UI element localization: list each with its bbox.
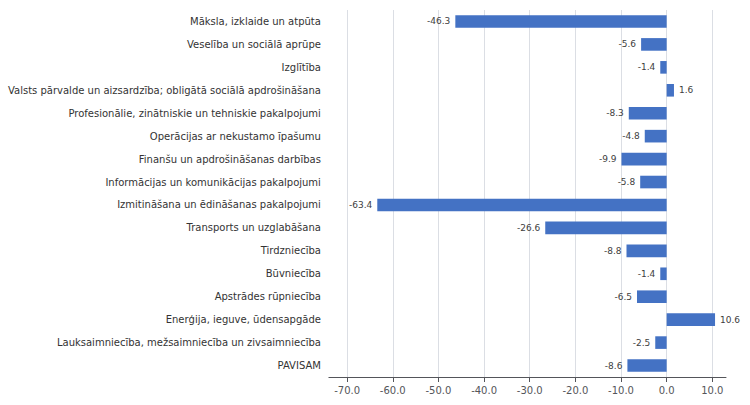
svg-text:-50.0: -50.0	[426, 385, 452, 396]
svg-text:-5.6: -5.6	[619, 39, 637, 49]
svg-text:-46.3: -46.3	[427, 16, 450, 26]
svg-text:Finanšu un apdrošināšanas darb: Finanšu un apdrošināšanas darbības	[139, 154, 321, 165]
svg-text:Valsts pārvalde un aizsardzība: Valsts pārvalde un aizsardzība; obligātā…	[8, 85, 321, 96]
svg-text:-8.3: -8.3	[606, 108, 624, 118]
svg-text:Transports un uzglabāšana: Transports un uzglabāšana	[186, 222, 321, 233]
svg-text:-8.6: -8.6	[605, 361, 623, 371]
svg-text:Informācijas un komunikācijas: Informācijas un komunikācijas pakalpojum…	[105, 177, 321, 188]
svg-text:Māksla, izklaide un atpūta: Māksla, izklaide un atpūta	[190, 16, 321, 27]
svg-text:10.6: 10.6	[720, 315, 740, 325]
svg-text:-30.0: -30.0	[517, 385, 543, 396]
svg-text:-40.0: -40.0	[471, 385, 497, 396]
svg-text:Profesionālie, zinātniskie un: Profesionālie, zinātniskie un tehniskie …	[68, 108, 320, 119]
svg-text:0.0: 0.0	[659, 385, 675, 396]
svg-text:-63.4: -63.4	[349, 200, 373, 210]
svg-text:-6.5: -6.5	[614, 292, 632, 302]
svg-text:-9.9: -9.9	[599, 154, 617, 164]
svg-text:Izmitināšana un ēdināšanas pak: Izmitināšana un ēdināšanas pakalpojumi	[117, 199, 321, 210]
svg-text:Operācijas ar nekustamo īpašum: Operācijas ar nekustamo īpašumu	[150, 131, 321, 142]
svg-text:-5.8: -5.8	[618, 177, 636, 187]
svg-text:10.0: 10.0	[701, 385, 723, 396]
svg-text:-70.0: -70.0	[334, 385, 360, 396]
svg-text:-10.0: -10.0	[608, 385, 634, 396]
svg-text:Apstrādes rūpniecība: Apstrādes rūpniecība	[215, 291, 321, 302]
svg-text:-8.8: -8.8	[604, 246, 622, 256]
svg-text:-2.5: -2.5	[633, 338, 651, 348]
svg-text:-26.6: -26.6	[517, 223, 541, 233]
svg-text:Būvniecība: Būvniecība	[266, 268, 321, 279]
svg-text:Lauksaimniecība, mežsaimniecīb: Lauksaimniecība, mežsaimniecība un zivsa…	[57, 337, 321, 348]
svg-text:-1.4: -1.4	[638, 269, 656, 279]
svg-text:Tirdzniecība: Tirdzniecība	[260, 245, 321, 256]
svg-text:PAVISAM: PAVISAM	[278, 360, 321, 371]
svg-text:-4.8: -4.8	[622, 131, 640, 141]
svg-text:Veselība un sociālā aprūpe: Veselība un sociālā aprūpe	[187, 39, 321, 50]
svg-text:-60.0: -60.0	[380, 385, 406, 396]
svg-text:-20.0: -20.0	[562, 385, 588, 396]
svg-text:1.6: 1.6	[679, 85, 694, 95]
svg-text:Enerģija, ieguve, ūdensapgāde: Enerģija, ieguve, ūdensapgāde	[166, 314, 321, 325]
svg-text:Izglītība: Izglītība	[282, 62, 321, 73]
svg-text:-1.4: -1.4	[638, 62, 656, 72]
